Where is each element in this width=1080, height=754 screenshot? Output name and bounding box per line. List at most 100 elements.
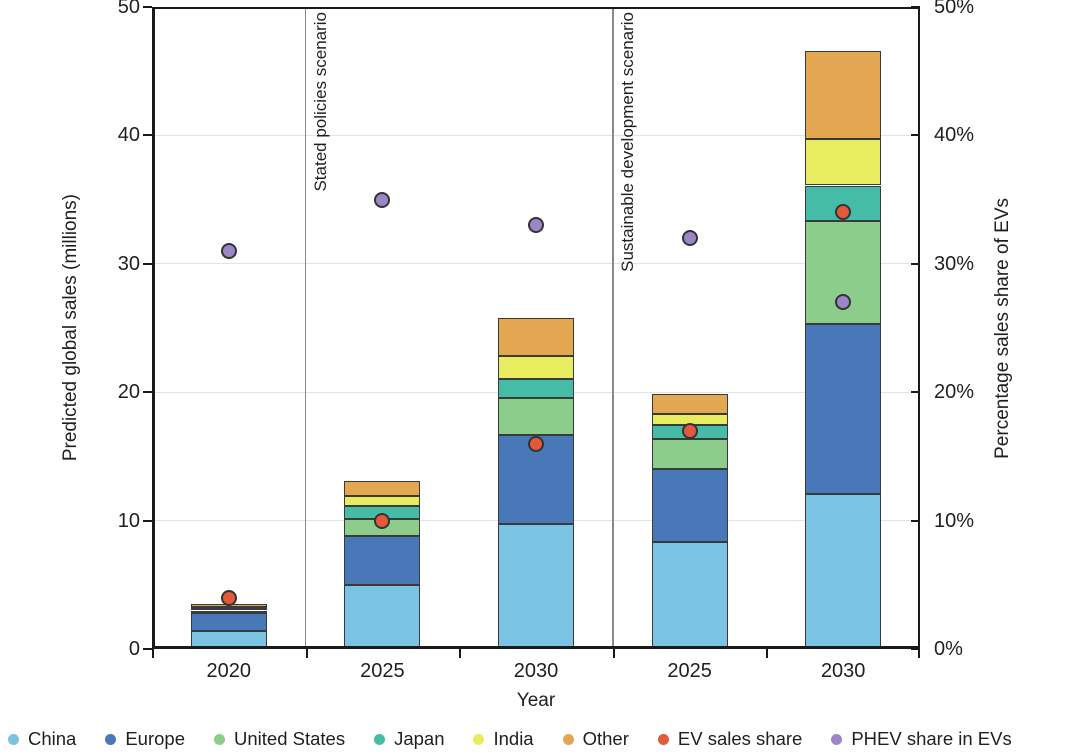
left-y-axis-title: Predicted global sales (millions) bbox=[56, 7, 86, 649]
right-y-tick-label: 0% bbox=[934, 638, 963, 660]
left-y-tick bbox=[143, 648, 152, 650]
legend-swatch bbox=[562, 733, 574, 745]
data-point-ev-sales-share bbox=[835, 204, 852, 221]
bar-segment-japan bbox=[498, 378, 574, 398]
left-y-axis-title-text: Predicted global sales (millions) bbox=[60, 194, 81, 462]
bar-segment-other bbox=[344, 480, 421, 497]
right-y-axis-title-text: Percentage sales share of EVs bbox=[992, 197, 1013, 459]
x-axis-tick bbox=[459, 649, 462, 658]
scenario-label: Stated policies scenario bbox=[311, 12, 331, 197]
right-y-tick bbox=[911, 648, 920, 650]
left-y-tick-label: 40 bbox=[117, 124, 140, 147]
scenario-divider bbox=[612, 7, 614, 649]
right-y-tick bbox=[911, 6, 920, 8]
legend-item-ev-sales-share: EV sales share bbox=[657, 728, 803, 750]
bar-segment-india bbox=[190, 606, 267, 609]
x-axis-tick bbox=[918, 649, 920, 658]
legend-item-united-states: United States bbox=[214, 728, 345, 750]
x-tick-label: 2025 bbox=[360, 660, 405, 682]
x-axis-tick bbox=[305, 649, 308, 658]
legend-label: Japan bbox=[394, 728, 445, 749]
right-y-tick-label: 50% bbox=[934, 0, 975, 18]
legend-item-other: Other bbox=[562, 728, 629, 750]
bar-segment-europe bbox=[344, 536, 421, 585]
bar-segment-other bbox=[805, 51, 882, 139]
bar-segment-china bbox=[190, 631, 267, 649]
legend-swatch bbox=[8, 733, 19, 745]
legend-label: Europe bbox=[125, 728, 185, 749]
x-axis-tick bbox=[612, 649, 615, 658]
x-tick-label: 2030 bbox=[820, 660, 866, 682]
legend-swatch bbox=[657, 733, 669, 745]
legend-label: PHEV share in EVs bbox=[851, 728, 1012, 749]
legend-item-india: India bbox=[473, 728, 534, 750]
x-tick-label: 2030 bbox=[513, 660, 559, 682]
right-y-tick-label: 20% bbox=[934, 381, 975, 404]
left-y-tick bbox=[143, 134, 152, 137]
scenario-label: Sustainable development scenario bbox=[618, 12, 638, 277]
bar-segment-china bbox=[651, 542, 728, 649]
bar-segment-other bbox=[498, 318, 574, 356]
scenario-divider bbox=[304, 7, 307, 649]
data-point-phev-share-in-evs bbox=[220, 242, 237, 259]
data-point-ev-sales-share bbox=[528, 435, 544, 452]
right-y-tick-label: 40% bbox=[934, 124, 975, 147]
bar-segment-other bbox=[651, 393, 728, 415]
gridline bbox=[152, 134, 920, 136]
data-point-ev-sales-share bbox=[681, 422, 698, 439]
left-y-tick-label: 50 bbox=[117, 0, 140, 18]
x-axis-tick bbox=[152, 649, 154, 658]
legend-swatch bbox=[214, 733, 225, 745]
bar-segment-china bbox=[805, 493, 882, 649]
legend-item-phev-share-in-evs: PHEV share in EVs bbox=[831, 728, 1012, 750]
legend-swatch bbox=[374, 733, 386, 745]
left-y-tick-label: 10 bbox=[117, 509, 140, 532]
legend-item-europe: Europe bbox=[105, 728, 185, 750]
right-y-tick-label: 10% bbox=[934, 509, 975, 532]
left-y-tick bbox=[143, 262, 152, 265]
data-point-phev-share-in-evs bbox=[374, 191, 391, 208]
legend-item-china: China bbox=[8, 728, 76, 750]
legend-label: Other bbox=[582, 728, 629, 749]
bar-segment-china bbox=[344, 584, 421, 649]
legend-label: China bbox=[28, 728, 77, 749]
bar-segment-india bbox=[498, 355, 574, 379]
bar-segment-europe bbox=[651, 469, 728, 543]
scenario-label-text: Sustainable development scenario bbox=[617, 12, 637, 272]
data-point-phev-share-in-evs bbox=[835, 294, 852, 311]
plot-area: Stated policies scenario Sustainable deve… bbox=[118, 0, 974, 682]
legend-swatch bbox=[473, 733, 485, 745]
x-tick-label: 2020 bbox=[206, 660, 252, 682]
x-axis-title: Year bbox=[516, 690, 556, 711]
left-y-tick-label: 0 bbox=[128, 638, 140, 660]
right-y-tick bbox=[911, 391, 920, 394]
bar-segment-japan bbox=[190, 608, 267, 611]
left-y-tick bbox=[143, 391, 152, 394]
left-y-tick-label: 30 bbox=[117, 252, 140, 275]
legend-label: EV sales share bbox=[677, 728, 803, 749]
data-point-phev-share-in-evs bbox=[681, 230, 698, 247]
right-y-tick bbox=[911, 262, 920, 265]
x-axis-tick bbox=[766, 649, 769, 658]
right-y-tick bbox=[911, 134, 920, 137]
left-y-tick-label: 20 bbox=[117, 381, 140, 404]
x-tick-label: 2025 bbox=[667, 660, 712, 682]
bar-segment-europe bbox=[805, 324, 882, 494]
right-y-tick-label: 30% bbox=[934, 252, 975, 275]
left-y-tick bbox=[143, 519, 152, 522]
legend: China Europe United States Japan India Other E… bbox=[8, 727, 1012, 751]
right-y-axis-title: Percentage sales share of EVs bbox=[988, 7, 1018, 649]
legend-label: India bbox=[493, 728, 534, 749]
legend-label: United States bbox=[234, 728, 346, 749]
legend-swatch bbox=[105, 733, 117, 745]
bar-segment-india bbox=[344, 496, 421, 506]
legend-swatch bbox=[831, 733, 843, 745]
bar-segment-united-states bbox=[498, 397, 574, 435]
bar-segment-china bbox=[498, 524, 574, 649]
bar-segment-united-states bbox=[190, 610, 267, 614]
bar-segment-india bbox=[805, 138, 882, 186]
right-y-tick bbox=[911, 519, 920, 522]
left-y-tick bbox=[143, 6, 152, 8]
data-point-ev-sales-share bbox=[374, 512, 391, 529]
